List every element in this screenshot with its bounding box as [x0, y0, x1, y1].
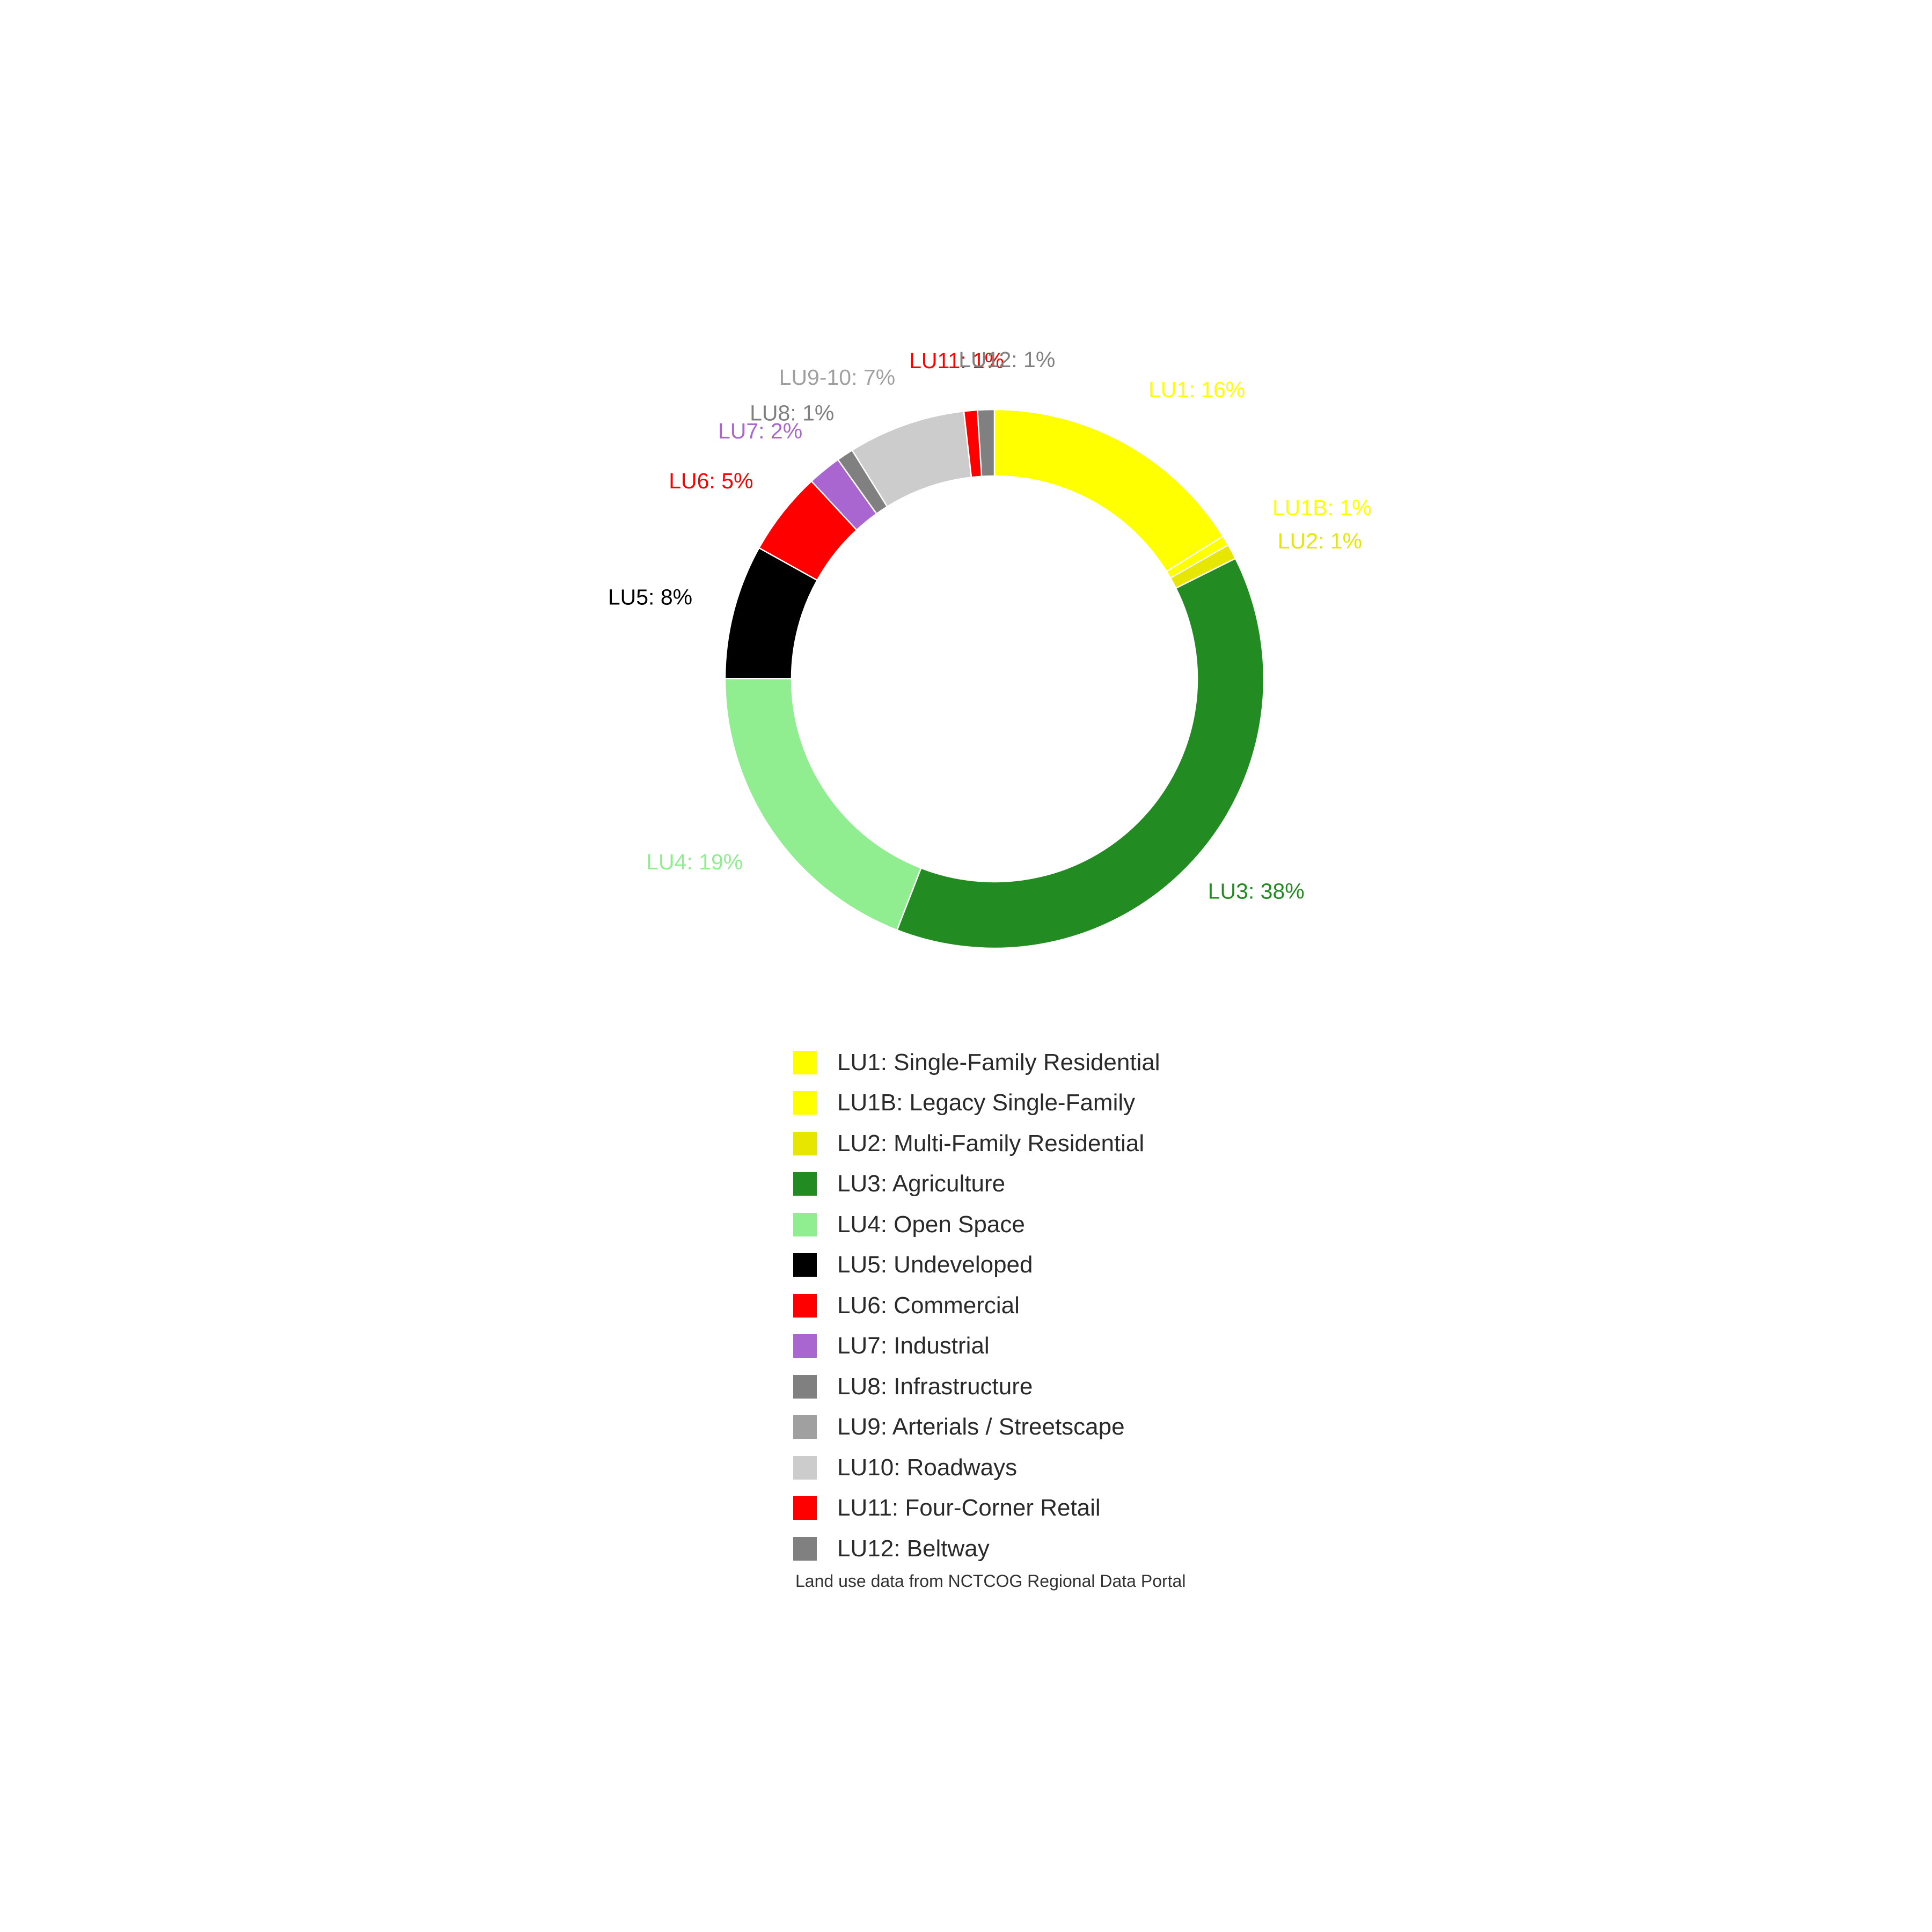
legend-label: LU1: Single-Family Residential — [837, 1049, 1160, 1075]
chart-slice-labels: LU1: 16% LU1B: 1% LU2: 1% LU3: 38% LU4: 19% L… — [608, 347, 1372, 903]
slice-label-lu5: LU5: 8% — [608, 585, 692, 610]
legend-swatch — [793, 1334, 817, 1358]
legend-swatch — [793, 1496, 817, 1520]
slice-lu3 — [896, 557, 1265, 949]
slice-label-lu7: LU7: 2% — [718, 419, 802, 443]
legend-swatch — [793, 1455, 817, 1480]
legend-label: LU4: Open Space — [837, 1211, 1025, 1238]
legend-label: LU6: Commercial — [837, 1292, 1020, 1319]
chart-slices — [724, 408, 1265, 949]
legend-swatch — [793, 1374, 817, 1399]
legend-label: LU9: Arterials / Streetscape — [837, 1414, 1125, 1440]
slice-lu4 — [724, 677, 922, 931]
legend-item: LU8: Infrastructure — [793, 1366, 1160, 1407]
legend-swatch — [793, 1172, 817, 1196]
legend-item: LU4: Open Space — [793, 1204, 1160, 1245]
legend-label: LU1B: Legacy Single-Family — [837, 1089, 1136, 1116]
slice-label-lu1: LU1: 16% — [1148, 377, 1245, 402]
source-note: Land use data from NCTCOG Regional Data … — [795, 1571, 1186, 1591]
legend-item: LU1: Single-Family Residential — [793, 1042, 1160, 1083]
slice-label-lu1b: LU1B: 1% — [1272, 495, 1372, 520]
legend-swatch — [793, 1212, 817, 1236]
slice-label-lu3: LU3: 38% — [1208, 879, 1305, 903]
legend-item: LU7: Industrial — [793, 1326, 1160, 1367]
legend-swatch — [793, 1415, 817, 1439]
legend-swatch — [793, 1131, 817, 1155]
chart-legend: LU1: Single-Family Residential LU1B: Lega… — [793, 1042, 1160, 1569]
slice-label-lu12: LU12: 1% — [958, 347, 1055, 372]
slice-label-lu9_10: LU9-10: 7% — [779, 365, 896, 390]
legend-label: LU3: Agriculture — [837, 1170, 1006, 1197]
slice-lu12 — [976, 408, 996, 478]
slice-label-lu2: LU2: 1% — [1278, 529, 1362, 553]
legend-label: LU5: Undeveloped — [837, 1252, 1033, 1278]
legend-swatch — [793, 1293, 817, 1318]
legend-item: LU3: Agriculture — [793, 1164, 1160, 1205]
legend-label: LU2: Multi-Family Residential — [837, 1130, 1145, 1157]
legend-item: LU10: Roadways — [793, 1447, 1160, 1488]
legend-label: LU8: Infrastructure — [837, 1373, 1033, 1400]
slice-label-lu4: LU4: 19% — [646, 850, 743, 874]
slice-label-lu11: LU11: 1% — [909, 348, 1004, 373]
slice-label-lu6: LU6: 5% — [669, 469, 753, 493]
legend-label: LU10: Roadways — [837, 1454, 1018, 1481]
slice-lu1 — [993, 408, 1224, 573]
legend-label: LU7: Industrial — [837, 1333, 990, 1359]
legend-swatch — [793, 1536, 817, 1561]
legend-item: LU11: Four-Corner Retail — [793, 1488, 1160, 1529]
legend-swatch — [793, 1253, 817, 1277]
legend-swatch — [793, 1091, 817, 1115]
legend-item: LU6: Commercial — [793, 1285, 1160, 1326]
legend-label: LU12: Beltway — [837, 1535, 990, 1562]
legend-swatch — [793, 1050, 817, 1074]
legend-item: LU9: Arterials / Streetscape — [793, 1407, 1160, 1448]
legend-item: LU1B: Legacy Single-Family — [793, 1083, 1160, 1124]
legend-item: LU5: Undeveloped — [793, 1245, 1160, 1286]
legend-item: LU2: Multi-Family Residential — [793, 1123, 1160, 1164]
legend-label: LU11: Four-Corner Retail — [837, 1495, 1101, 1521]
slice-label-lu8: LU8: 1% — [750, 400, 834, 425]
legend-item: LU12: Beltway — [793, 1528, 1160, 1569]
